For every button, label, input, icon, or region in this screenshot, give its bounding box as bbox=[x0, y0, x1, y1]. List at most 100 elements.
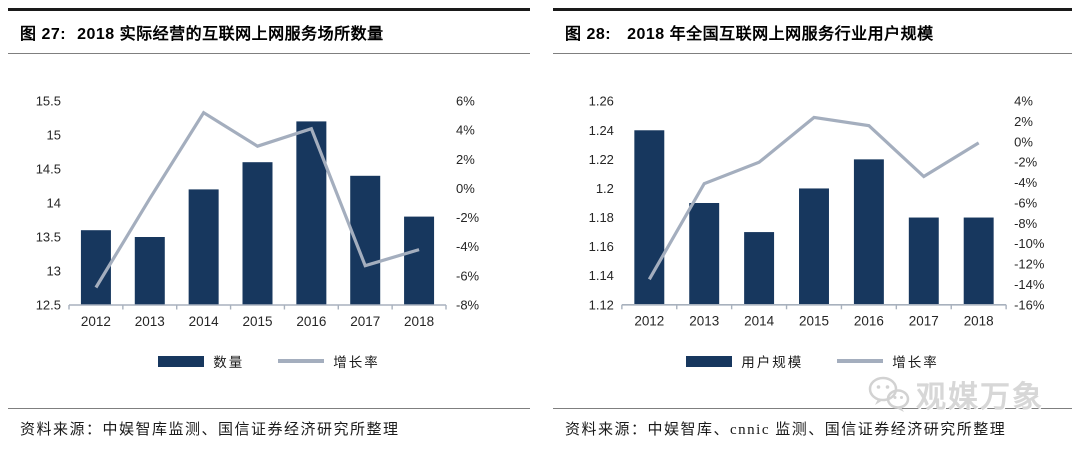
right-axis-tick-label: -8% bbox=[456, 298, 480, 313]
x-axis bbox=[621, 303, 1007, 310]
x-axis bbox=[68, 304, 447, 310]
figure-28-legend: 用户规模 增长率 bbox=[553, 350, 1072, 372]
left-axis-tick-label: 1.22 bbox=[589, 152, 614, 167]
left-axis-tick-label: 1.24 bbox=[589, 123, 614, 138]
right-axis-tick-label: 4% bbox=[456, 123, 475, 138]
right-axis-tick-label: -2% bbox=[1014, 155, 1038, 170]
figure-28-source-note: 资料来源：中娱智库、cnnic 监测、国信证券经济研究所整理 bbox=[565, 422, 1007, 438]
title-divider bbox=[8, 53, 530, 54]
right-axis-tick-labels: 4% 2% 0% -2% -4% -6% -8% -10% -12% -14% -16% bbox=[1014, 94, 1045, 313]
bar-2015 bbox=[242, 162, 273, 305]
figure-27-legend: 数量 增长率 bbox=[8, 350, 530, 372]
left-axis-tick-label: 1.2 bbox=[596, 181, 614, 196]
left-axis-tick-label: 1.16 bbox=[589, 239, 614, 254]
figure-title-text: 2018 年全国互联网上网服务行业用户规模 bbox=[627, 26, 934, 43]
line-series-swatch-icon bbox=[837, 359, 884, 363]
right-axis-tick-label: 6% bbox=[456, 94, 475, 109]
figure-27-source-note: 资料来源：中娱智库监测、国信证券经济研究所整理 bbox=[20, 422, 400, 438]
bar-2012 bbox=[634, 130, 665, 305]
left-axis-tick-label: 1.26 bbox=[589, 94, 614, 109]
bar-series bbox=[80, 121, 435, 306]
right-axis-tick-label: 0% bbox=[1014, 134, 1033, 149]
right-axis-tick-label: -6% bbox=[1014, 195, 1038, 210]
left-axis-tick-label: 14 bbox=[47, 196, 61, 211]
panel-top-rule bbox=[8, 8, 530, 11]
legend-item-bars: 用户规模 bbox=[686, 351, 803, 371]
figure-title-text: 2018 实际经营的互联网上网服务场所数量 bbox=[77, 26, 384, 43]
title-divider bbox=[553, 53, 1072, 54]
right-axis-tick-label: -8% bbox=[1014, 216, 1038, 231]
legend-item-bars: 数量 bbox=[158, 351, 244, 371]
bar-series-swatch-icon bbox=[158, 355, 205, 367]
figure-label: 图 28: bbox=[565, 26, 612, 43]
left-axis-tick-label: 1.18 bbox=[589, 210, 614, 225]
figure-28-panel: 图 28: 2018 年全国互联网上网服务行业用户规模 1.26 1.24 1.22 1… bbox=[553, 8, 1072, 439]
bar-2012 bbox=[80, 230, 111, 305]
left-axis-tick-label: 12.5 bbox=[36, 298, 61, 313]
bar-2017 bbox=[908, 217, 939, 305]
left-axis-tick-label: 13.5 bbox=[36, 230, 61, 245]
x-axis-category-labels: 2012 2013 2014 2015 2016 2017 2018 bbox=[634, 314, 993, 329]
legend-label: 增长率 bbox=[892, 355, 939, 370]
right-axis-tick-label: -4% bbox=[456, 239, 480, 254]
right-axis-tick-label: 4% bbox=[1014, 94, 1033, 109]
year-label-2017: 2017 bbox=[909, 314, 939, 329]
right-axis-tick-label: -4% bbox=[1014, 175, 1038, 190]
source-divider bbox=[553, 408, 1072, 409]
right-axis-tick-label: 0% bbox=[456, 181, 475, 196]
year-label-2015: 2015 bbox=[242, 314, 272, 329]
year-label-2018: 2018 bbox=[964, 314, 994, 329]
legend-label: 数量 bbox=[213, 355, 245, 370]
watermark-text: 观媒万象 bbox=[916, 381, 1044, 414]
left-axis-tick-label: 15 bbox=[47, 128, 61, 143]
figure-28-title: 图 28: 2018 年全国互联网上网服务行业用户规模 bbox=[553, 11, 1072, 53]
right-axis-tick-label: 2% bbox=[1014, 114, 1033, 129]
year-label-2012: 2012 bbox=[81, 314, 111, 329]
legend-label: 用户规模 bbox=[741, 355, 804, 370]
left-axis-tick-label: 1.14 bbox=[589, 268, 614, 283]
growth-rate-line bbox=[647, 115, 980, 281]
line-series-swatch-icon bbox=[278, 359, 325, 363]
bar-2014 bbox=[744, 232, 775, 305]
figure-27-panel: 图 27: 2018 实际经营的互联网上网服务场所数量 15.5 15 14.5 14 1… bbox=[8, 8, 530, 439]
year-label-2016: 2016 bbox=[854, 314, 884, 329]
right-axis-tick-label: 2% bbox=[456, 152, 475, 167]
year-label-2016: 2016 bbox=[296, 314, 326, 329]
right-axis-tick-label: -12% bbox=[1014, 257, 1045, 272]
left-axis-tick-label: 14.5 bbox=[36, 162, 61, 177]
bar-2016 bbox=[296, 121, 327, 306]
bar-2016 bbox=[853, 159, 884, 305]
figure-27-title: 图 27: 2018 实际经营的互联网上网服务场所数量 bbox=[8, 11, 530, 53]
left-axis-tick-label: 15.5 bbox=[36, 94, 61, 109]
right-axis-tick-label: -6% bbox=[456, 268, 480, 283]
year-label-2014: 2014 bbox=[189, 314, 220, 329]
figure-28-chart: 1.26 1.24 1.22 1.2 1.18 1.16 1.14 1.12 4% 2% 0% -2%… bbox=[589, 94, 1045, 329]
source-divider bbox=[8, 408, 530, 409]
bar-series-swatch-icon bbox=[686, 355, 733, 367]
bar-2013 bbox=[134, 237, 165, 305]
x-axis-category-labels: 2012 2013 2014 2015 2016 2017 2018 bbox=[81, 314, 434, 329]
bar-2015 bbox=[799, 188, 829, 305]
bar-2018 bbox=[963, 217, 994, 305]
year-label-2018: 2018 bbox=[404, 314, 434, 329]
legend-label: 增长率 bbox=[333, 355, 380, 370]
year-label-2017: 2017 bbox=[350, 314, 380, 329]
legend-item-line: 增长率 bbox=[278, 351, 380, 371]
bar-2014 bbox=[188, 189, 219, 305]
right-axis-tick-label: -14% bbox=[1014, 277, 1045, 292]
right-axis-tick-label: -2% bbox=[456, 210, 480, 225]
figure-label: 图 27: bbox=[20, 26, 67, 43]
right-axis-tick-label: -16% bbox=[1014, 297, 1045, 312]
left-axis-tick-labels: 1.26 1.24 1.22 1.2 1.18 1.16 1.14 1.12 bbox=[589, 94, 614, 313]
left-axis-tick-label: 13 bbox=[47, 264, 61, 279]
figure-27-chart: 15.5 15 14.5 14 13.5 13 12.5 6% 4% 2% 0% -2% -4% -6% -… bbox=[36, 94, 480, 330]
watermark: 观媒万象 bbox=[868, 374, 1074, 414]
left-axis-tick-labels: 15.5 15 14.5 14 13.5 13 12.5 bbox=[36, 94, 61, 313]
year-label-2013: 2013 bbox=[135, 314, 165, 329]
year-label-2015: 2015 bbox=[799, 314, 829, 329]
wechat-chat-bubbles-icon bbox=[868, 376, 910, 412]
bar-2018 bbox=[404, 216, 435, 305]
right-axis-tick-labels: 6% 4% 2% 0% -2% -4% -6% -8% bbox=[456, 94, 480, 313]
left-axis-tick-label: 1.12 bbox=[589, 297, 614, 312]
panel-top-rule bbox=[553, 8, 1072, 11]
